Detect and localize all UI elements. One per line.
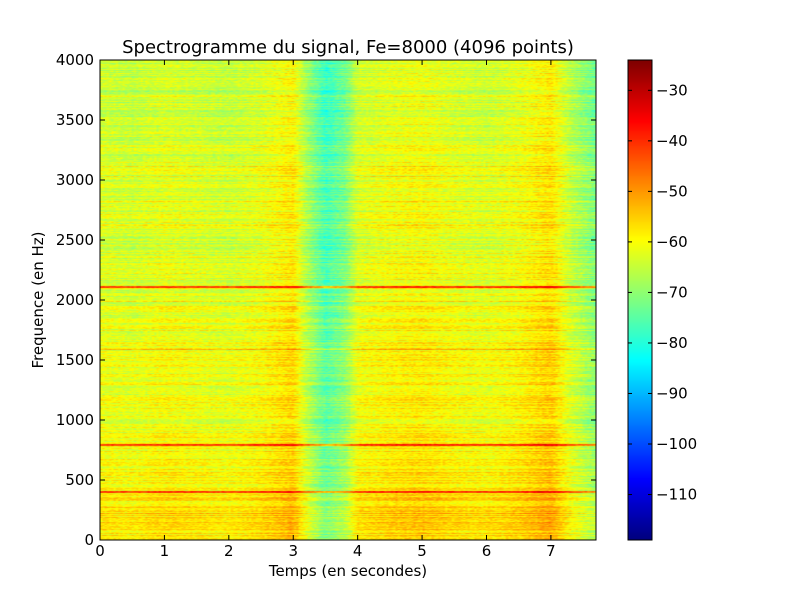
x-tick-label: 1 bbox=[160, 542, 170, 560]
chart-title: Spectrogramme du signal, Fe=8000 (4096 p… bbox=[122, 37, 574, 58]
y-tick-label: 1000 bbox=[56, 411, 94, 429]
x-tick-label: 6 bbox=[482, 542, 492, 560]
x-axis-label: Temps (en secondes) bbox=[268, 562, 427, 580]
y-tick-label: 1500 bbox=[56, 351, 94, 369]
x-tick-label: 5 bbox=[417, 542, 427, 560]
y-tick-label: 3500 bbox=[56, 111, 94, 129]
x-tick-label: 3 bbox=[288, 542, 298, 560]
colorbar-tick-label: −70 bbox=[656, 283, 688, 301]
y-tick-label: 3000 bbox=[56, 171, 94, 189]
colorbar-frame bbox=[627, 59, 653, 541]
x-tick-label: 0 bbox=[95, 542, 105, 560]
colorbar: −30 −40 −50 −60 −70 −80 −90 −100 −110 bbox=[627, 59, 697, 541]
heatmap-area bbox=[100, 60, 596, 540]
x-tick-label: 2 bbox=[224, 542, 234, 560]
colorbar-tick-label: −40 bbox=[656, 132, 688, 150]
y-axis: 0 500 1000 1500 2000 2500 3000 3500 4000 bbox=[56, 51, 596, 549]
colorbar-tick-label: −60 bbox=[656, 233, 688, 251]
y-tick-label: 4000 bbox=[56, 51, 94, 69]
colorbar-tick-label: −110 bbox=[656, 486, 697, 504]
y-axis-label: Frequence (en Hz) bbox=[29, 232, 47, 369]
y-tick-label: 2500 bbox=[56, 231, 94, 249]
colorbar-gradient bbox=[628, 60, 652, 540]
y-tick-label: 2000 bbox=[56, 291, 94, 309]
x-tick-label: 7 bbox=[546, 542, 556, 560]
colorbar-tick-label: −50 bbox=[656, 182, 688, 200]
spectrogram-heatmap bbox=[100, 60, 596, 540]
colorbar-ticks: −30 −40 −50 −60 −70 −80 −90 −100 −110 bbox=[628, 81, 697, 504]
colorbar-tick-label: −90 bbox=[656, 384, 688, 402]
colorbar-tick-label: −80 bbox=[656, 334, 688, 352]
x-axis: 0 1 2 3 4 5 6 7 bbox=[95, 60, 556, 560]
colorbar-tick-label: −100 bbox=[656, 435, 697, 453]
y-tick-label: 0 bbox=[84, 531, 94, 549]
colorbar-tick-label: −30 bbox=[656, 81, 688, 99]
y-tick-label: 500 bbox=[65, 471, 94, 489]
x-tick-label: 4 bbox=[353, 542, 363, 560]
